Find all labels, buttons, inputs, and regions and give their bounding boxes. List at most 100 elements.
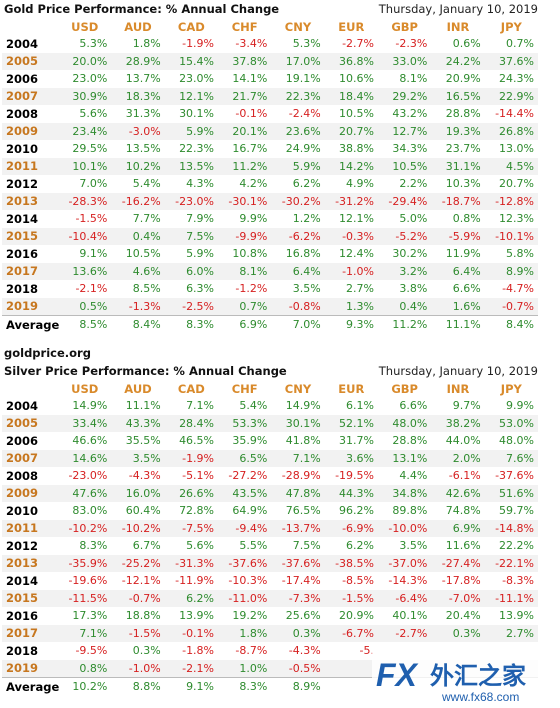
cell-eur: 20.7% — [324, 122, 378, 140]
cell-eur: 3.6% — [324, 449, 378, 467]
row-year: 2015 — [2, 589, 59, 607]
cell-aud: 0.4% — [111, 227, 165, 245]
cell-eur: 10.5% — [324, 105, 378, 123]
cell-jpy: 5.8% — [484, 245, 538, 263]
cell-chf: 19.2% — [218, 607, 272, 625]
cell-inr: 6.6% — [431, 280, 485, 298]
row-year: 2012 — [2, 175, 59, 193]
table-row: 2006 23.0% 13.7% 23.0% 14.1% 19.1% 10.6% 8.1% 20… — [2, 70, 538, 88]
cell-jpy: 12.3% — [484, 210, 538, 228]
gold-section: Gold Price Performance: % Annual Change … — [0, 0, 560, 334]
cell-gbp: 29.2% — [378, 87, 432, 105]
cell-usd: 33.4% — [58, 414, 112, 432]
average-row: Average 8.5% 8.4% 8.3% 6.9% 7.0% 9.3% 11.2% 11.1… — [2, 315, 538, 334]
cell-jpy: -10.1% — [484, 227, 538, 245]
cell-jpy: 51.6% — [484, 484, 538, 502]
cell-eur: -1.5% — [324, 589, 378, 607]
cell-jpy: 48.0% — [484, 432, 538, 450]
column-header-eur: EUR — [338, 19, 365, 34]
cell-jpy: -14.4% — [484, 105, 538, 123]
cell-cad: -11.9% — [164, 572, 219, 590]
cell-inr: 10.3% — [431, 175, 485, 193]
silver-header-row: USD AUD CAD CHF CNY EUR GBP INR JPY — [2, 380, 538, 397]
cell-cad: 7.9% — [164, 210, 219, 228]
cell-cny: -6.2% — [271, 227, 325, 245]
cell-aud: -25.2% — [111, 554, 165, 572]
cell-cad: -2.5% — [164, 297, 219, 316]
cell-usd: 5.6% — [58, 105, 112, 123]
cell-gbp: 3.8% — [378, 280, 432, 298]
column-header-cad: CAD — [177, 381, 205, 396]
table-row: 2008 5.6% 31.3% 30.1% -0.1% -2.4% 10.5% 43.2% 28… — [2, 105, 538, 123]
table-row: 2015 -11.5% -0.7% 6.2% -11.0% -7.3% -1.5% -6.4%… — [2, 589, 538, 607]
cell-eur: -2.7% — [324, 35, 378, 53]
cell-usd: 10.1% — [58, 157, 112, 175]
row-year: 2019 — [2, 659, 59, 678]
column-header-jpy: JPY — [500, 381, 522, 396]
cell-jpy: 13.9% — [484, 607, 538, 625]
cell-gbp: 0.4% — [378, 297, 432, 316]
cell-aud: 1.8% — [111, 35, 165, 53]
cell-cny: 76.5% — [271, 502, 325, 520]
cell-usd: -10.2% — [58, 519, 112, 537]
table-row: 2007 14.6% 3.5% -1.9% 6.5% 7.1% 3.6% 13.1% 2.0% 7… — [2, 449, 538, 467]
cell-aud: 7.7% — [111, 210, 165, 228]
cell-usd: 14.6% — [58, 449, 112, 467]
cell-cny: -30.2% — [271, 192, 325, 210]
row-year: 2004 — [2, 35, 59, 53]
average-cell-aud: 8.8% — [111, 677, 165, 696]
cell-aud: 10.5% — [111, 245, 165, 263]
silver-table: USD AUD CAD CHF CNY EUR GBP INR JPY 2004 14.9% 11.… — [2, 380, 538, 696]
cell-usd: 14.9% — [58, 397, 112, 415]
cell-cny: 14.9% — [271, 397, 325, 415]
cell-aud: -1.0% — [111, 659, 165, 678]
cell-gbp: 34.8% — [378, 484, 432, 502]
cell-chf: 1.8% — [218, 624, 272, 642]
fx68-watermark-logo: FX 外汇之家 www.fx68.com — [372, 652, 558, 706]
cell-inr: -6.1% — [431, 467, 485, 485]
table-row: 2015 -10.4% 0.4% 7.5% -9.9% -6.2% -0.3% -5.2% -5… — [2, 227, 538, 245]
header-corner — [2, 380, 58, 397]
cell-chf: -10.3% — [218, 572, 272, 590]
cell-eur: -1.0% — [324, 262, 378, 280]
cell-cad: 13.5% — [164, 157, 219, 175]
table-row: 2013 -35.9% -25.2% -31.3% -37.6% -37.6% -38.5%… — [2, 554, 538, 572]
table-row: 2018 -2.1% 8.5% 6.3% -1.2% 3.5% 2.7% 3.8% 6.6% -4… — [2, 280, 538, 298]
cell-cny: 24.9% — [271, 140, 325, 158]
row-year: 2015 — [2, 227, 59, 245]
cell-inr: -5.9% — [431, 227, 485, 245]
row-year: 2006 — [2, 70, 59, 88]
table-row: 2008 -23.0% -4.3% -5.1% -27.2% -28.9% -19.5% 4.… — [2, 467, 538, 485]
cell-chf: 5.4% — [218, 397, 272, 415]
cell-aud: 18.8% — [111, 607, 165, 625]
cell-usd: 29.5% — [58, 140, 112, 158]
cell-aud: 6.7% — [111, 537, 165, 555]
cell-aud: 35.5% — [111, 432, 165, 450]
cell-cny: 47.8% — [271, 484, 325, 502]
average-cell-jpy: 8.4% — [484, 315, 538, 334]
row-year: 2016 — [2, 607, 59, 625]
cell-cad: 15.4% — [164, 52, 219, 70]
cell-cny: 16.8% — [271, 245, 325, 263]
table-row: 2017 13.6% 4.6% 6.0% 8.1% 6.4% -1.0% 3.2% 6.4% 8.… — [2, 262, 538, 280]
row-year: 2009 — [2, 122, 59, 140]
table-row: 2007 30.9% 18.3% 12.1% 21.7% 22.3% 18.4% 29.2% 1… — [2, 87, 538, 105]
cell-eur: 6.2% — [324, 537, 378, 555]
row-year: 2008 — [2, 467, 59, 485]
cell-cad: 7.1% — [164, 397, 219, 415]
cell-eur: 38.8% — [324, 140, 378, 158]
row-year: 2005 — [2, 52, 59, 70]
cell-cad: 22.3% — [164, 140, 219, 158]
column-header-cny: CNY — [284, 381, 312, 396]
cell-cny: 7.1% — [271, 449, 325, 467]
cell-jpy: 59.7% — [484, 502, 538, 520]
average-cell-gbp: 11.2% — [378, 315, 432, 334]
cell-cad: 6.2% — [164, 589, 219, 607]
cell-aud: 10.2% — [111, 157, 165, 175]
cell-gbp: 28.8% — [378, 432, 432, 450]
cell-chf: -37.6% — [218, 554, 272, 572]
cell-cad: -2.1% — [164, 659, 219, 678]
cell-cad: -1.8% — [164, 642, 219, 660]
column-header-chf: CHF — [231, 381, 258, 396]
cell-inr: 23.7% — [431, 140, 485, 158]
